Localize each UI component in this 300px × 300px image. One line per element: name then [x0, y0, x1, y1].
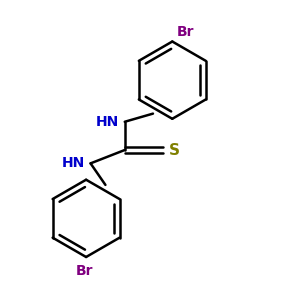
Text: HN: HN	[62, 156, 85, 170]
Text: HN: HN	[96, 115, 119, 129]
Text: Br: Br	[76, 264, 93, 278]
Text: Br: Br	[177, 25, 194, 39]
Text: S: S	[169, 142, 180, 158]
